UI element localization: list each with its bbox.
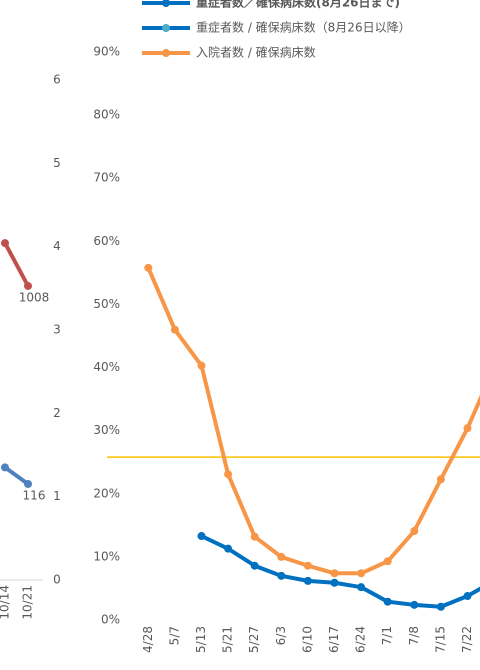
y-tick-label: 2 (53, 406, 61, 420)
point (170, 325, 179, 334)
point (463, 592, 472, 601)
point (250, 532, 259, 541)
legend-marker (162, 49, 170, 57)
x-tick-label: 6/10 (300, 626, 314, 653)
series-line (3, 242, 30, 287)
point (463, 424, 472, 433)
point (250, 561, 259, 570)
y-tick-label: 40% (93, 360, 120, 374)
y-tick-label: 0% (101, 613, 120, 627)
y-tick-label: 70% (93, 171, 120, 185)
legend-marker (162, 0, 170, 7)
point (330, 578, 339, 587)
point (197, 361, 206, 370)
x-tick-label: 7/1 (380, 626, 394, 645)
y-tick-label: 90% (93, 45, 120, 59)
point (410, 527, 419, 536)
point (197, 532, 206, 541)
x-tick-label: 5/27 (247, 626, 261, 653)
x-tick-label: 7/22 (460, 626, 474, 653)
point (383, 597, 392, 606)
point (357, 569, 366, 578)
point (24, 281, 32, 290)
point (224, 544, 233, 553)
x-tick-label: 6/24 (354, 626, 368, 653)
x-tick-label: 10/21 (21, 585, 35, 620)
x-tick-label: 10/14 (0, 585, 12, 620)
x-tick-label: 6/3 (274, 626, 288, 645)
x-tick-label: 7/8 (407, 626, 421, 645)
x-tick-label: 6/17 (327, 626, 341, 653)
x-tick-label: 5/13 (194, 626, 208, 653)
point (383, 557, 392, 566)
y-tick-label: 10% (93, 549, 120, 563)
point (144, 263, 153, 272)
legend-label: 重症者数 / 確保病床数（8月26日以降） (196, 20, 411, 35)
point (277, 552, 286, 561)
x-tick-label: 7/15 (433, 626, 447, 653)
y-tick-label: 30% (93, 423, 120, 437)
y-tick-label: 4 (53, 239, 61, 253)
point (24, 479, 32, 488)
point (224, 470, 233, 479)
data-label: 1008 (19, 290, 50, 304)
point (1, 239, 9, 248)
legend-marker (162, 24, 170, 32)
point (436, 602, 445, 611)
legend-label: 重症者数／確保病床数(8月26日まで) (196, 0, 400, 10)
x-tick-label: 5/7 (167, 626, 181, 645)
point (357, 583, 366, 592)
data-label: 116 (23, 488, 46, 502)
y-tick-label: 0 (53, 573, 61, 587)
point (303, 576, 312, 585)
y-tick-label: 80% (93, 108, 120, 122)
y-tick-label: 50% (93, 297, 120, 311)
y-tick-label: 5 (53, 156, 61, 170)
point (330, 569, 339, 578)
point (303, 561, 312, 570)
series-line (3, 465, 30, 486)
x-tick-label: 4/28 (141, 626, 155, 653)
y-tick-label: 6 (53, 73, 61, 87)
y-tick-label: 3 (53, 323, 61, 337)
y-tick-label: 20% (93, 486, 120, 500)
point (410, 600, 419, 609)
series-line (200, 534, 480, 609)
y-tick-label: 1 (53, 489, 61, 503)
y-tick-label: 60% (93, 234, 120, 248)
legend-label: 入院者数 / 確保病床数 (196, 45, 316, 60)
series-line (146, 267, 480, 576)
point (436, 475, 445, 484)
x-tick-label: 5/21 (221, 626, 235, 653)
point (277, 571, 286, 580)
point (1, 463, 9, 472)
